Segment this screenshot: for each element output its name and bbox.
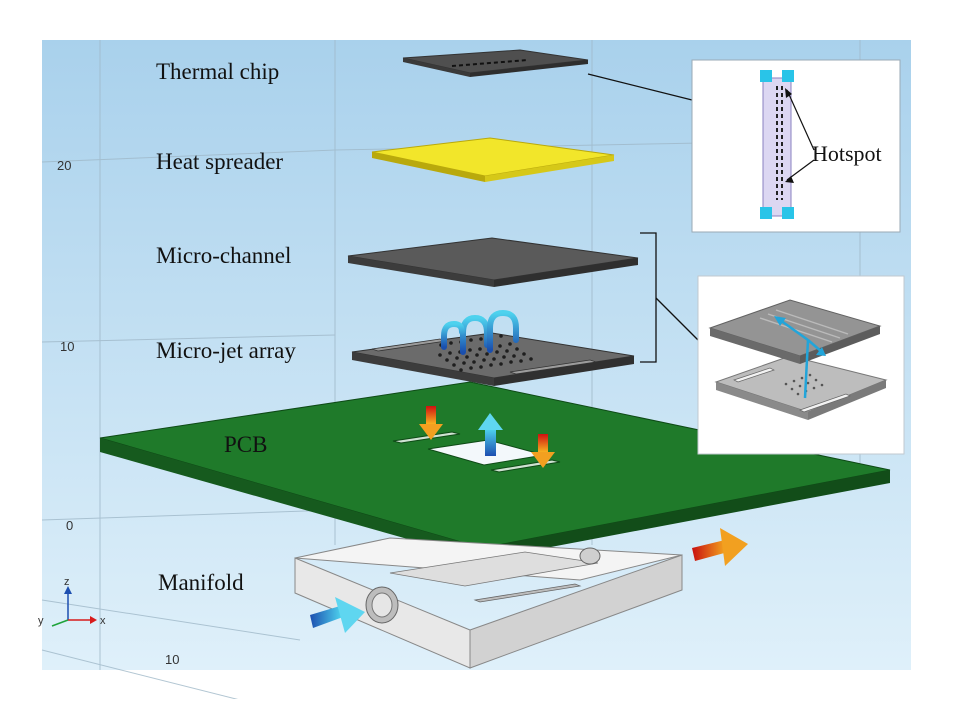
thermal-chip (402, 49, 589, 77)
label-thermal-chip: Thermal chip (156, 59, 279, 84)
label-hotspot: Hotspot (812, 141, 882, 166)
inset-channel-jet-view (697, 275, 905, 455)
axis-tick-10-bottom: 10 (165, 652, 179, 667)
axis-label-y: y (38, 615, 44, 627)
axis-tick-10: 10 (60, 339, 74, 354)
outlet-arrow-left-icon (419, 406, 443, 440)
axis-tick-20: 20 (57, 158, 71, 173)
pcb-board (99, 381, 891, 560)
axis-label-x: x (100, 615, 106, 627)
axis-tick-0: 0 (66, 518, 73, 533)
micro-jet-array-plate (351, 309, 635, 386)
label-manifold: Manifold (158, 570, 244, 595)
inlet-arrow-center-icon (478, 413, 503, 456)
label-micro-jet-array: Micro-jet array (156, 338, 296, 363)
label-heat-spreader: Heat spreader (156, 149, 283, 174)
micro-channel-plate (347, 237, 639, 287)
jet-flow-loops (441, 309, 519, 355)
label-pcb: PCB (224, 432, 267, 457)
thermal-chip-leader (587, 73, 705, 104)
outlet-arrow-right-icon (531, 434, 555, 468)
manifold-outlet-arrow-icon (692, 528, 748, 566)
heat-spreader (371, 137, 615, 182)
axis-triad: z x y (38, 576, 106, 627)
inset-chip-top-view: Hotspot (691, 59, 901, 233)
label-micro-channel: Micro-channel (156, 243, 291, 268)
bracket (640, 232, 657, 363)
manifold-inlet-arrow-icon (310, 597, 365, 633)
axis-label-z: z (64, 576, 70, 588)
pcb-flow-arrows (419, 406, 555, 468)
background-grid (41, 40, 861, 701)
manifold-block (294, 537, 683, 669)
